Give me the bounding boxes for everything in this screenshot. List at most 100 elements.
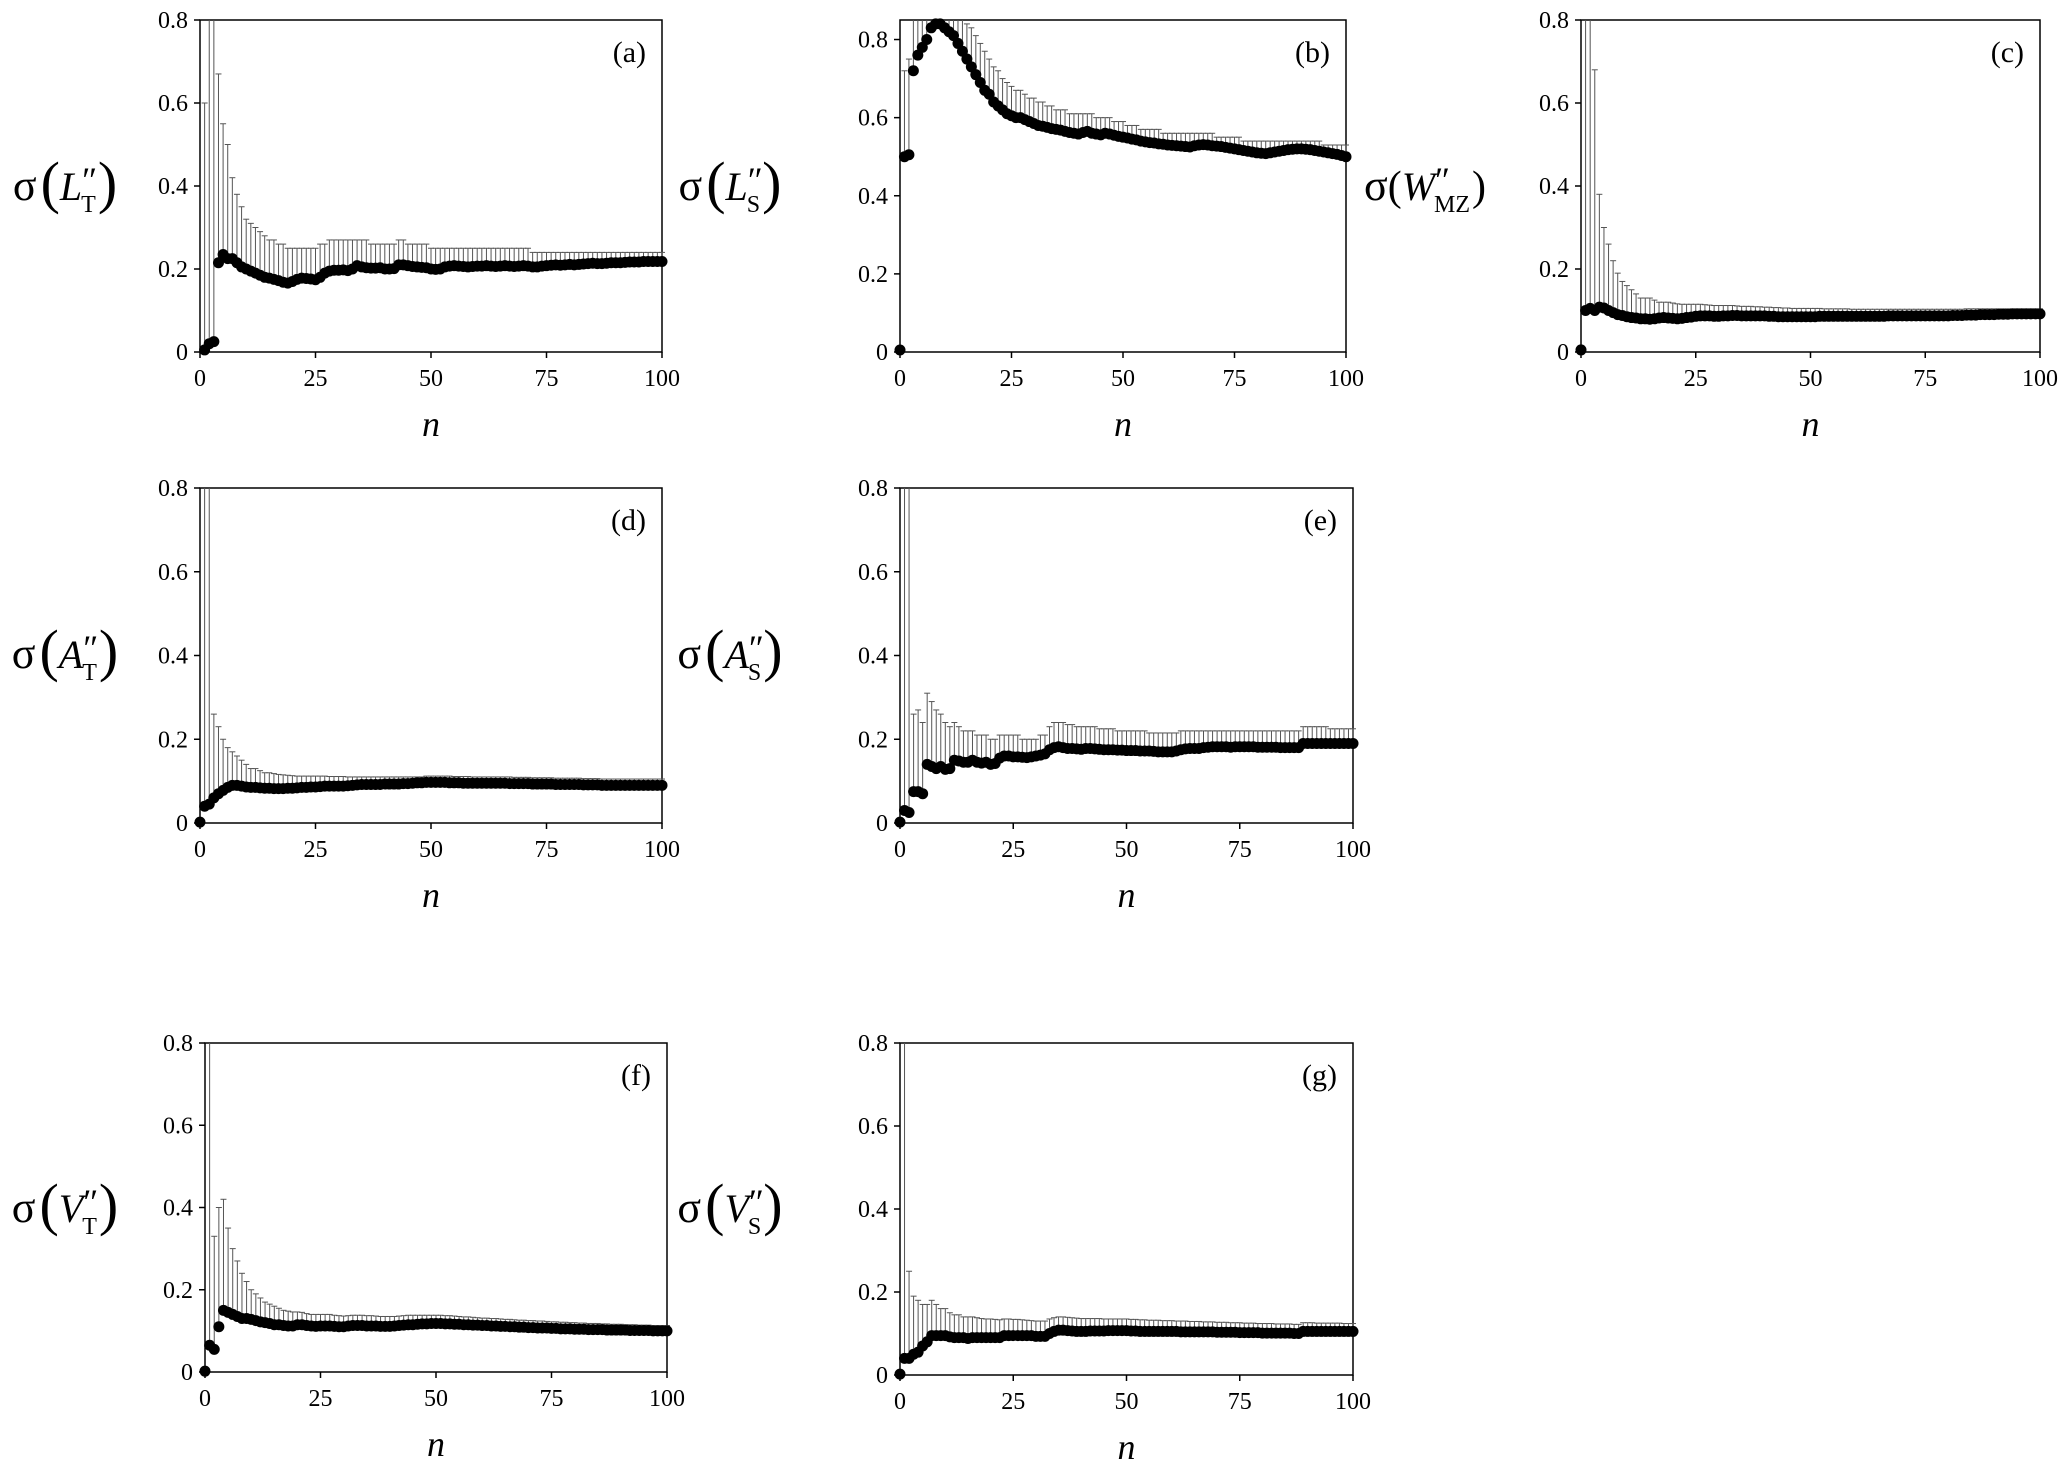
y-tick-label: 0 [876, 811, 888, 837]
y-axis-label: σ(L″ S) [679, 150, 782, 218]
panel-label: (e) [1304, 504, 1337, 537]
chart-panel: 0 0.2 0.4 0.6 0.8 0 25 50 75 100 n (d) σ(A″ T) [12, 476, 680, 915]
y-label-subscript: T [82, 1214, 97, 1240]
x-tick-label: 25 [304, 837, 328, 863]
data-point [1340, 151, 1352, 163]
x-tick-label: 25 [1684, 366, 1708, 392]
y-label-open-paren: ( [705, 618, 724, 683]
y-label-open-paren: ( [705, 1172, 724, 1237]
y-label-open-paren: ( [41, 150, 60, 215]
y-label-prime: ″ [748, 160, 763, 200]
y-label-open-paren: ( [1388, 164, 1402, 210]
y-tick-label: 0.8 [1539, 8, 1569, 34]
panel-label: (a) [613, 36, 646, 69]
y-tick-label: 0.6 [858, 560, 888, 586]
y-label-prime: ″ [749, 1182, 764, 1222]
data-point [194, 816, 206, 828]
y-axis-label: σ(W″ MZ) [1364, 160, 1486, 218]
y-tick-label: 0.4 [858, 184, 888, 210]
y-axis-label: σ(V″ S) [677, 1172, 782, 1240]
y-label-close-paren: ) [99, 1172, 118, 1237]
y-axis-label: σ(L″ T) [13, 150, 117, 218]
data-point [199, 1365, 211, 1377]
y-label-subscript: S [748, 1214, 761, 1240]
y-label-letter: V [724, 1186, 753, 1231]
x-axis-label: n [422, 404, 440, 444]
x-tick-label: 0 [199, 1386, 211, 1412]
y-tick-label: 0.6 [158, 91, 188, 117]
data-point [944, 763, 956, 775]
y-label-prime: ″ [1435, 160, 1450, 200]
x-tick-label: 75 [1913, 366, 1937, 392]
data-point [1347, 1325, 1359, 1337]
x-tick-label: 75 [1223, 366, 1247, 392]
data-point [661, 1325, 673, 1337]
y-label-prime: ″ [83, 1182, 98, 1222]
y-tick-label: 0.8 [858, 476, 888, 502]
x-tick-label: 100 [1335, 837, 1371, 863]
plot-frame [199, 19, 663, 353]
y-tick-label: 0.8 [858, 1031, 888, 1057]
x-axis-label: n [1118, 875, 1136, 915]
plot-frame [899, 487, 1354, 824]
x-tick-label: 100 [1335, 1389, 1371, 1415]
y-tick-label: 0 [876, 1363, 888, 1389]
y-tick-label: 0.4 [158, 174, 188, 200]
data-point [903, 807, 915, 819]
y-label-sigma: σ [1364, 161, 1388, 210]
x-tick-label: 100 [649, 1386, 685, 1412]
x-tick-label: 0 [1575, 366, 1587, 392]
data-point [907, 65, 919, 77]
y-label-sigma: σ [12, 1183, 36, 1232]
y-label-subscript: T [81, 192, 96, 218]
y-tick-label: 0 [176, 811, 188, 837]
y-label-subscript: S [747, 192, 760, 218]
x-tick-label: 50 [1115, 1389, 1139, 1415]
y-label-close-paren: ) [763, 618, 782, 683]
x-tick-label: 75 [535, 837, 559, 863]
y-tick-label: 0.6 [158, 560, 188, 586]
data-point [212, 257, 224, 269]
x-tick-label: 25 [304, 366, 328, 392]
y-tick-label: 0.6 [858, 1114, 888, 1140]
x-axis-label: n [1118, 1427, 1136, 1460]
y-label-letter: A [56, 632, 84, 677]
chart-panel: 0 0.2 0.4 0.6 0.8 0 25 50 75 100 n (c) σ(W″ MZ) [1364, 8, 2058, 444]
chart-panel: 0 0.2 0.4 0.6 0.8 0 25 50 75 100 n (g) σ(V″ S) [677, 1031, 1371, 1460]
y-label-prime: ″ [82, 160, 97, 200]
y-label-letter: A [721, 632, 749, 677]
y-tick-label: 0 [1557, 340, 1569, 366]
data-point [1347, 737, 1359, 749]
panel-label: (b) [1295, 36, 1330, 69]
y-label-sigma: σ [677, 1183, 701, 1232]
y-tick-label: 0.8 [158, 8, 188, 34]
y-tick-label: 0.4 [858, 1197, 888, 1223]
y-label-letter: V [59, 1186, 88, 1231]
y-tick-label: 0.4 [163, 1196, 193, 1222]
y-label-close-paren: ) [98, 150, 117, 215]
data-point [208, 336, 220, 348]
x-tick-label: 100 [1328, 366, 1364, 392]
data-point [1575, 344, 1587, 356]
y-tick-label: 0.2 [1539, 257, 1569, 283]
y-tick-label: 0.2 [858, 1280, 888, 1306]
x-tick-label: 75 [1228, 837, 1252, 863]
y-label-sigma: σ [677, 629, 701, 678]
y-label-subscript: MZ [1434, 192, 1470, 218]
y-label-sigma: σ [679, 161, 703, 210]
x-tick-label: 25 [1001, 837, 1025, 863]
x-tick-label: 25 [309, 1386, 333, 1412]
data-point [903, 149, 915, 161]
y-label-sigma: σ [13, 161, 37, 210]
data-point [208, 1343, 220, 1355]
x-tick-label: 25 [1001, 1389, 1025, 1415]
x-tick-label: 0 [194, 837, 206, 863]
x-tick-label: 75 [540, 1386, 564, 1412]
y-tick-label: 0 [876, 340, 888, 366]
x-tick-label: 0 [894, 837, 906, 863]
y-tick-label: 0.6 [858, 106, 888, 132]
y-label-sigma: σ [12, 629, 36, 678]
data-point [894, 816, 906, 828]
y-tick-label: 0.2 [858, 262, 888, 288]
